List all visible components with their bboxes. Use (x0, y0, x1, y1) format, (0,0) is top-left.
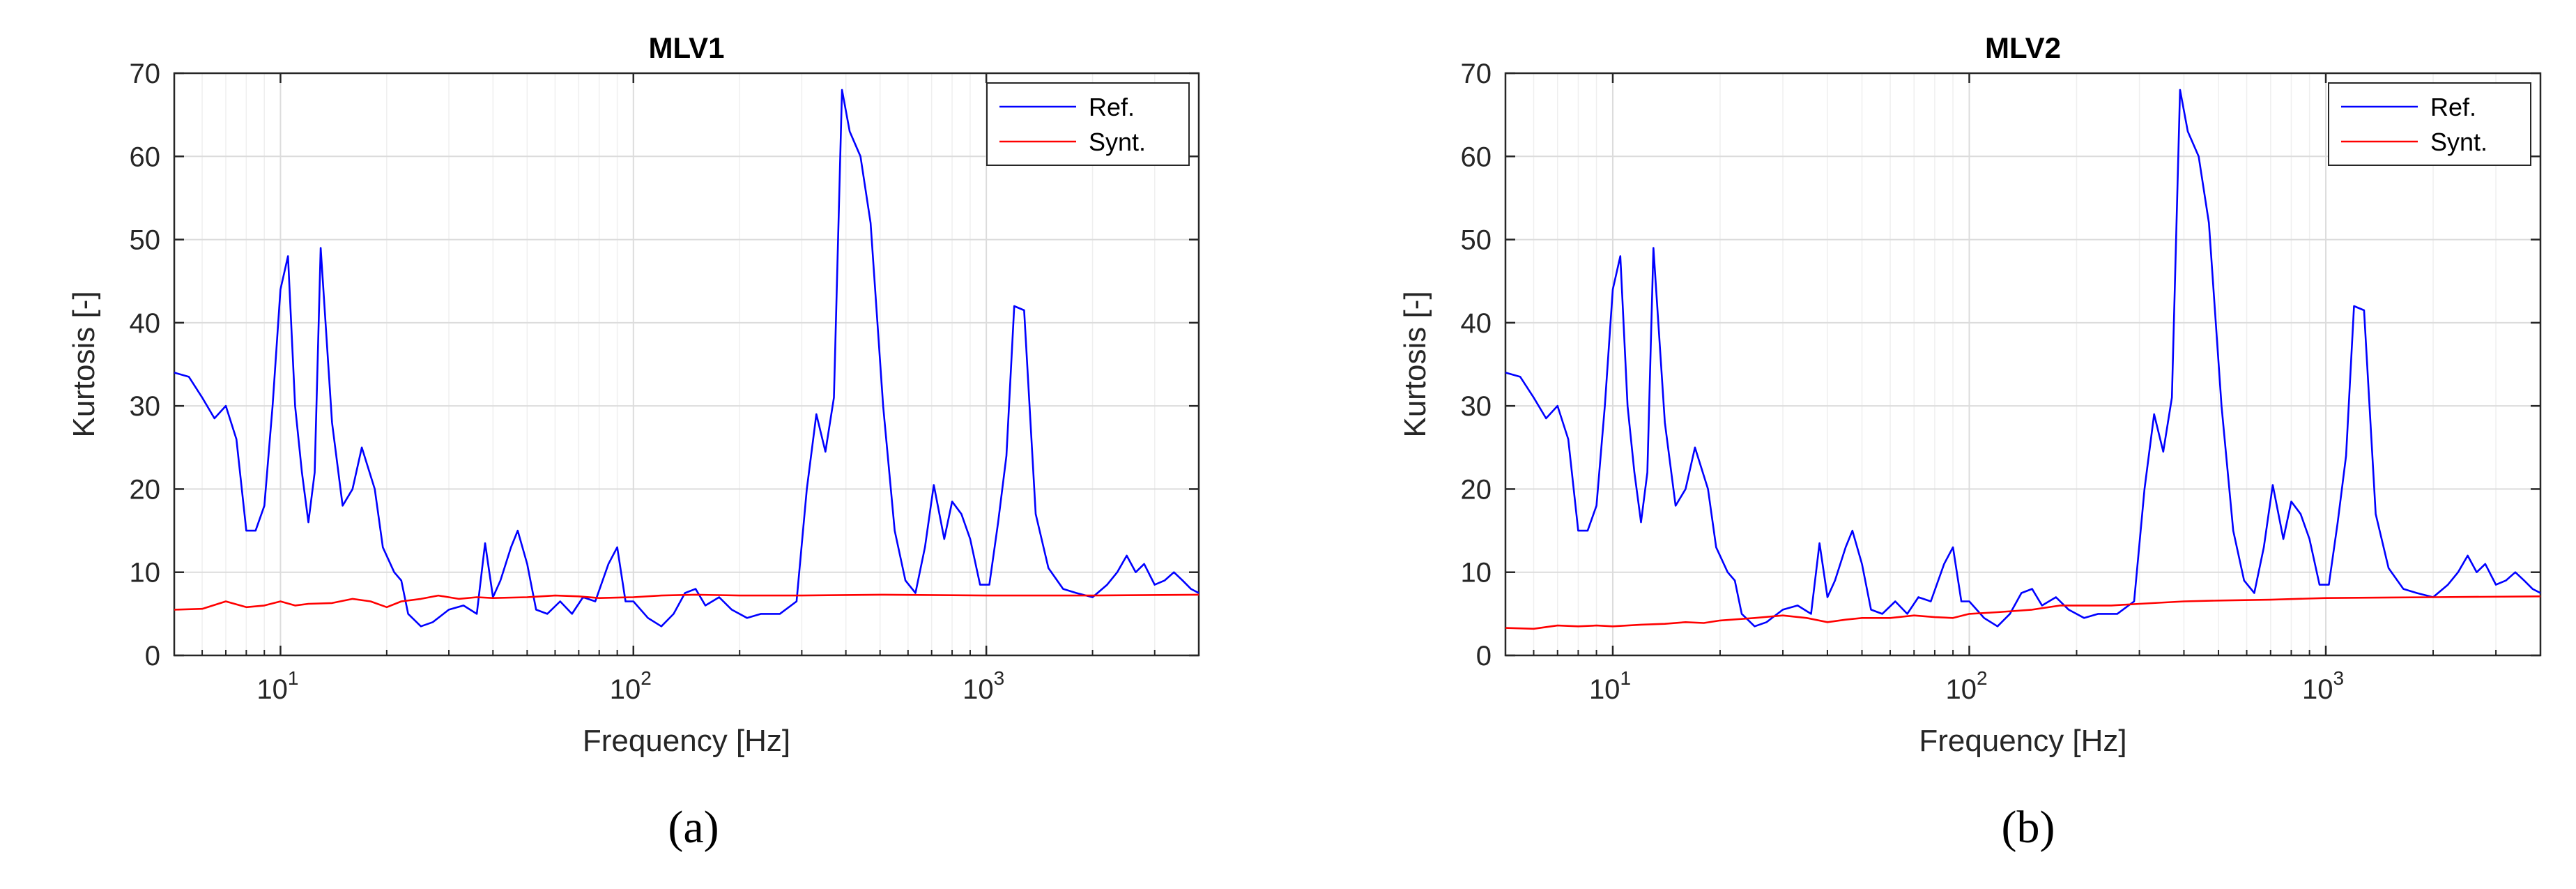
axes-box (1504, 72, 2542, 657)
legend-label: Synt. (1089, 128, 1146, 156)
y-tick-label: 50 (130, 225, 161, 256)
y-axis-label: Kurtosis [-] (67, 291, 101, 437)
x-tick-base: 10 (610, 674, 641, 705)
legend-label: Ref. (2430, 93, 2476, 121)
y-tick-label: 20 (130, 474, 161, 505)
x-tick-exponent: 3 (994, 667, 1005, 689)
series-group (174, 89, 1199, 628)
y-tick-label: 30 (1461, 391, 1492, 422)
x-tick-exponent: 2 (1977, 667, 1988, 689)
x-tick-base: 10 (256, 674, 288, 705)
x-tick-exponent: 1 (1620, 667, 1631, 689)
y-tick-label: 40 (1461, 308, 1492, 339)
x-tick-base: 10 (1589, 674, 1620, 705)
x-tick-base: 10 (1945, 674, 1977, 705)
y-tick-label: 10 (1461, 558, 1492, 588)
x-tick-label: 101 (256, 667, 298, 705)
x-tick-label: 103 (963, 667, 1004, 705)
legend-label: Synt. (2430, 128, 2487, 156)
legend-box (2328, 82, 2531, 166)
x-tick-label: 103 (2302, 667, 2344, 705)
series-line-synt (174, 593, 1199, 611)
y-tick-label: 50 (1461, 225, 1492, 256)
panel-caption: (a) (668, 802, 719, 853)
y-tick-label: 20 (1461, 474, 1492, 505)
y-tick-label: 70 (1461, 59, 1492, 89)
y-tick-label: 70 (130, 59, 161, 89)
x-tick-label: 101 (1589, 667, 1631, 705)
y-tick-label: 10 (130, 558, 161, 588)
chart-title: MLV1 (649, 31, 725, 64)
x-tick-base: 10 (963, 674, 994, 705)
x-tick-exponent: 3 (2333, 667, 2344, 689)
panel-caption: (b) (2002, 802, 2055, 853)
x-tick-base: 10 (2302, 674, 2333, 705)
y-tick-label: 60 (130, 142, 161, 172)
x-axis-label: Frequency [Hz] (1919, 724, 2126, 758)
series-group (1505, 89, 2540, 630)
y-tick-label: 0 (1476, 641, 1492, 671)
series-line-synt (1505, 595, 2540, 630)
x-tick-label: 102 (1945, 667, 1987, 705)
x-tick-exponent: 1 (288, 667, 299, 689)
y-tick-label: 0 (145, 641, 160, 671)
y-axis-label: Kurtosis [-] (1398, 291, 1432, 437)
chart-title: MLV2 (1985, 31, 2061, 64)
y-tick-label: 60 (1461, 142, 1492, 172)
legend: Ref. Synt. (2328, 82, 2531, 166)
series-line-ref (174, 89, 1199, 628)
series-line-ref (1505, 89, 2540, 628)
x-tick-exponent: 2 (641, 667, 652, 689)
legend-box (986, 82, 1190, 166)
x-tick-label: 102 (610, 667, 652, 705)
y-tick-label: 40 (130, 308, 161, 339)
axes-box (173, 72, 1200, 657)
legend: Ref. Synt. (986, 82, 1190, 166)
legend-label: Ref. (1089, 93, 1135, 121)
y-tick-label: 30 (130, 391, 161, 422)
x-axis-label: Frequency [Hz] (583, 724, 790, 758)
